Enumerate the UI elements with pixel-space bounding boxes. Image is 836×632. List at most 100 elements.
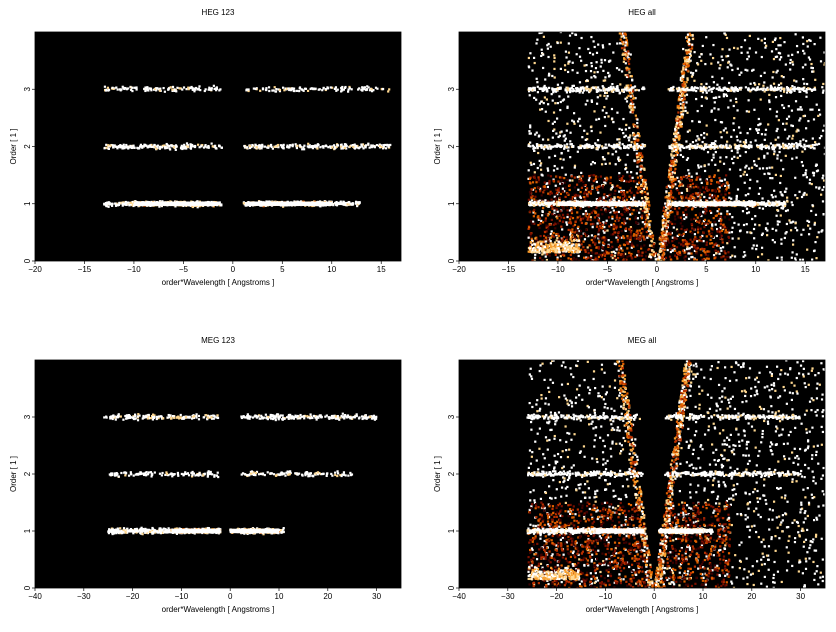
heatmap-cell	[720, 193, 722, 195]
heatmap-cell	[724, 179, 726, 181]
heatmap-cell	[753, 228, 755, 230]
heatmap-cell	[614, 190, 616, 192]
heatmap-cell	[742, 173, 744, 175]
heatmap-cell	[772, 76, 774, 78]
heatmap-cell	[636, 172, 638, 174]
heatmap-cell	[586, 133, 588, 135]
heatmap-cell	[621, 230, 623, 232]
heatmap-cell	[164, 91, 166, 93]
heatmap-cell	[585, 223, 587, 225]
heatmap-cell	[809, 40, 811, 42]
heatmap-cell	[687, 169, 689, 171]
heatmap-cell	[585, 258, 587, 260]
heatmap-cell	[610, 188, 612, 190]
heatmap-cell	[713, 81, 715, 83]
heatmap-cell	[817, 169, 819, 171]
heatmap-cell	[820, 60, 822, 62]
heatmap-cell	[619, 159, 621, 161]
heatmap-cell	[680, 243, 682, 245]
heatmap-cell	[688, 243, 690, 245]
heatmap-cell	[708, 175, 710, 177]
heatmap-cell	[558, 95, 560, 97]
heatmap-cell	[331, 146, 333, 148]
heatmap-cell	[602, 248, 604, 250]
heatmap-cell	[774, 37, 776, 39]
heatmap-cell	[782, 207, 784, 209]
heatmap-cell	[535, 179, 537, 181]
heatmap-cell	[814, 241, 816, 243]
heatmap-cell	[545, 224, 547, 226]
heatmap-cell	[365, 89, 367, 91]
heatmap-cell	[607, 95, 609, 97]
heatmap-cell	[746, 223, 748, 225]
heatmap-cell	[780, 243, 782, 245]
heatmap-cell	[818, 109, 820, 111]
heatmap-cell	[713, 107, 715, 109]
heatmap-cell	[695, 70, 697, 72]
heatmap-cell	[612, 153, 614, 155]
heatmap-cell	[572, 217, 574, 219]
heatmap-cell	[568, 222, 570, 224]
heatmap-cell	[569, 218, 571, 220]
heatmap-cell	[554, 227, 556, 229]
heatmap-cell	[544, 220, 546, 222]
heatmap-cell	[546, 253, 548, 255]
heatmap-cell	[605, 196, 607, 198]
heatmap-cell	[791, 251, 793, 253]
heatmap-cell	[594, 211, 596, 213]
heatmap-cell	[613, 193, 615, 195]
heatmap-cell	[699, 121, 701, 123]
heatmap-cell	[815, 257, 817, 259]
heatmap-cell	[103, 147, 105, 149]
heatmap-cell	[771, 50, 773, 52]
heatmap-cell	[710, 176, 712, 178]
heatmap-cell	[779, 37, 781, 39]
heatmap-cell	[611, 117, 613, 119]
heatmap-cell	[818, 187, 820, 189]
heatmap-cell	[325, 144, 327, 146]
heatmap-cell	[667, 239, 669, 241]
heatmap-cell	[793, 79, 795, 81]
heatmap-cell	[775, 174, 777, 176]
heatmap-cell	[760, 75, 762, 77]
heatmap-cell	[686, 194, 688, 196]
heatmap-cell	[720, 213, 722, 215]
heatmap-cell	[583, 130, 585, 132]
heatmap-cell	[696, 176, 698, 178]
heatmap-cell	[376, 88, 378, 90]
heatmap-cell	[730, 99, 732, 101]
heatmap-cell	[616, 248, 618, 250]
heatmap-cell	[183, 144, 185, 146]
heatmap-cell	[552, 130, 554, 132]
heatmap-cell	[623, 253, 625, 255]
heatmap-cell	[705, 253, 707, 255]
heatmap-cell	[554, 214, 556, 216]
heatmap-cell	[702, 45, 704, 47]
x-tick-label: −10	[127, 265, 141, 274]
heatmap-cell	[569, 234, 571, 236]
heatmap-cell	[679, 149, 681, 151]
heatmap-cell	[693, 258, 695, 260]
heatmap-cell	[784, 237, 786, 239]
heatmap-cell	[773, 83, 775, 85]
x-tick-label: −5	[179, 265, 189, 274]
heatmap-cell	[761, 253, 763, 255]
heatmap-cell	[718, 213, 720, 215]
heatmap-cell	[605, 112, 607, 114]
heatmap-cell	[764, 38, 766, 40]
heatmap-cell	[544, 182, 546, 184]
heatmap-cell	[604, 158, 606, 160]
heatmap-cell	[545, 111, 547, 113]
heatmap-cell	[795, 100, 797, 102]
heatmap-cell	[293, 88, 295, 90]
heatmap-cell	[548, 240, 550, 242]
heatmap-cell	[803, 115, 805, 117]
heatmap-cell	[723, 163, 725, 165]
heatmap-cell	[619, 223, 621, 225]
heatmap-cell	[822, 177, 824, 179]
heatmap-cell	[594, 46, 596, 48]
heatmap-cell	[574, 166, 576, 168]
heatmap-cell	[738, 126, 740, 128]
